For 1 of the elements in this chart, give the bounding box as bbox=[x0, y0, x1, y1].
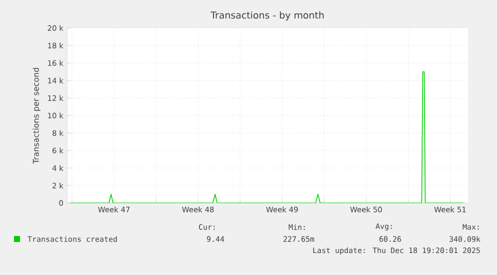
chart-title: Transactions - by month bbox=[210, 11, 324, 20]
